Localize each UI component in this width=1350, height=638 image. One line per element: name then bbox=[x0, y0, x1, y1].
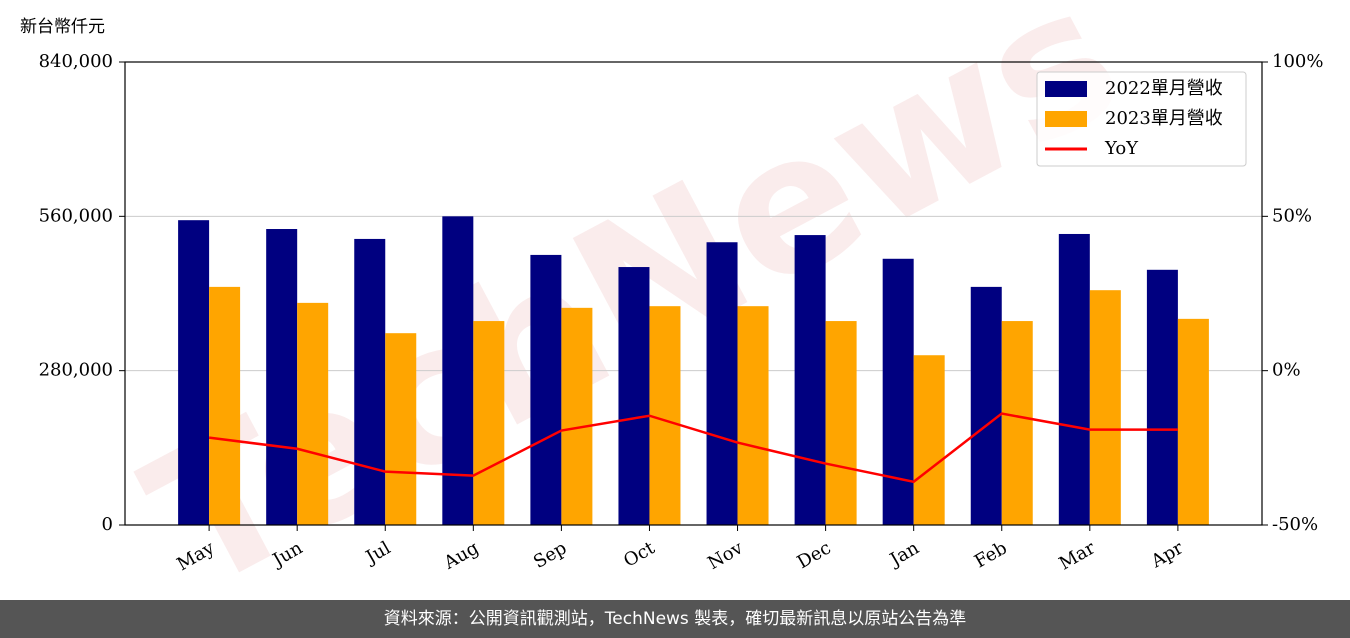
x-tick-label: Feb bbox=[971, 537, 1011, 572]
bar bbox=[970, 286, 1002, 525]
y2-tick-label: -50% bbox=[1272, 514, 1318, 535]
legend-label: 2023單月營收 bbox=[1105, 108, 1223, 129]
bar bbox=[618, 267, 650, 525]
bar bbox=[706, 242, 738, 525]
bar bbox=[1089, 290, 1121, 525]
bar bbox=[530, 254, 562, 525]
y-tick-label: 280,000 bbox=[39, 360, 113, 381]
legend-label: YoY bbox=[1104, 138, 1139, 159]
y2-tick-label: 0% bbox=[1272, 360, 1301, 381]
bar bbox=[913, 355, 945, 525]
y-axis-label: 新台幣仟元 bbox=[20, 17, 105, 37]
x-tick-label: Mar bbox=[1056, 537, 1100, 574]
y2-tick-label: 100% bbox=[1272, 51, 1323, 72]
bar bbox=[209, 286, 241, 525]
bar bbox=[737, 306, 769, 525]
bar bbox=[297, 302, 329, 525]
bar bbox=[882, 258, 914, 525]
legend-box bbox=[1036, 71, 1247, 167]
x-tick-label: Nov bbox=[704, 537, 747, 574]
bar bbox=[442, 216, 474, 526]
bar bbox=[354, 238, 386, 526]
x-tick-label: Apr bbox=[1147, 537, 1187, 572]
bar bbox=[794, 235, 826, 526]
legend-label: 2022單月營收 bbox=[1105, 78, 1223, 99]
bar bbox=[1058, 233, 1090, 525]
x-tick-label: Aug bbox=[440, 537, 483, 574]
y-tick-label: 0 bbox=[102, 514, 113, 535]
chart: 新台幣仟元 TechNews0280,000560,000840,000-50%… bbox=[20, 0, 1323, 634]
bar bbox=[266, 229, 298, 525]
y2-tick-label: 50% bbox=[1272, 205, 1312, 226]
bar bbox=[825, 321, 857, 525]
x-tick-label: Sep bbox=[530, 537, 570, 572]
bar bbox=[1146, 269, 1178, 525]
bar bbox=[561, 307, 593, 525]
bar bbox=[1001, 321, 1033, 525]
line bbox=[208, 412, 1178, 484]
bar bbox=[385, 333, 417, 525]
y-tick-label: 560,000 bbox=[39, 205, 113, 226]
legend-swatch bbox=[1045, 111, 1087, 127]
x-tick-label: Dec bbox=[794, 537, 835, 573]
plot-frame bbox=[124, 61, 1263, 526]
bar bbox=[649, 306, 681, 525]
bar bbox=[178, 220, 210, 526]
source-footer: 資料來源：公開資訊觀測站，TechNews 製表，確切最新訊息以原站公告為準 bbox=[0, 600, 1350, 638]
x-tick-label: Oct bbox=[620, 537, 659, 572]
bar bbox=[1177, 318, 1209, 525]
bar bbox=[473, 321, 505, 525]
y-tick-label: 840,000 bbox=[39, 51, 113, 72]
legend-swatch bbox=[1045, 81, 1087, 97]
x-tick-label: Jan bbox=[885, 537, 923, 571]
